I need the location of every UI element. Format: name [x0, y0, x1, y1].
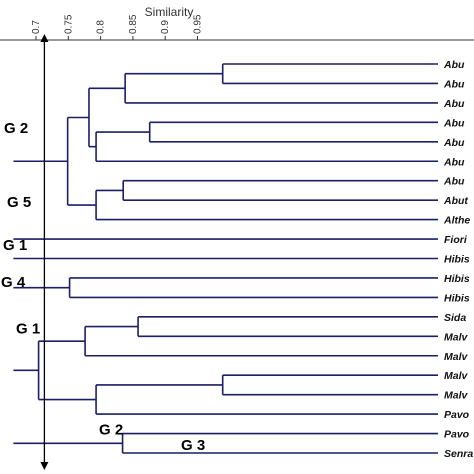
leaf-label: Malv — [444, 390, 469, 402]
cut-line — [40, 34, 49, 470]
leaf-label: Abu — [443, 59, 465, 71]
leaf-label: Abu — [443, 137, 465, 149]
cut-line-arrow-down — [40, 462, 49, 470]
leaf-label: Abu — [443, 117, 465, 129]
group-labels: G 2 G 5 G 1 G 4 G 1 G 2 G 3 — [1, 120, 205, 454]
leaf-label: Hibis — [444, 292, 470, 304]
leaf-label: Pavo — [444, 409, 470, 421]
x-tick-label: 0.75 — [63, 14, 74, 34]
x-axis: 0.7 0.75 0.8 0.85 0.9 0.95 — [0, 14, 474, 41]
group-label: G 5 — [7, 194, 31, 211]
leaf-label: Fiori — [444, 234, 468, 246]
leaf-label: Pavo — [444, 429, 470, 441]
group-label: G 1 — [3, 237, 27, 254]
x-tick-label: 0.8 — [96, 20, 107, 34]
x-tick-label: 0.9 — [160, 20, 171, 34]
leaf-label: Malv — [444, 351, 469, 363]
group-label: G 1 — [16, 321, 40, 338]
leaf-label: Senra — [444, 448, 473, 460]
leaf-label: Althe — [443, 215, 470, 227]
cut-line-arrow-up — [40, 34, 49, 42]
group-label: G 2 — [99, 422, 123, 439]
group-label: G 3 — [181, 437, 205, 454]
leaf-label: Sida — [444, 312, 466, 324]
leaf-label: Abu — [443, 176, 465, 188]
x-tick-label: 0.7 — [31, 20, 42, 34]
group-label: G 2 — [4, 120, 28, 137]
leaf-label: Abut — [443, 195, 468, 207]
leaf-label: Abu — [443, 98, 465, 110]
leaf-label: Abu — [443, 156, 465, 168]
leaf-label: Hibis — [444, 273, 470, 285]
x-tick-label: 0.85 — [128, 14, 139, 34]
leaf-label: Malv — [444, 331, 469, 343]
leaf-label: Malv — [444, 370, 469, 382]
dendrogram-branches — [13, 63, 438, 454]
leaf-label: Hibis — [444, 254, 470, 266]
leaf-labels: Abu Abu Abu Abu Abu Abu Abu Abut Althe Fiori Hibis… — [443, 59, 473, 460]
x-axis-title: Similarity — [145, 5, 194, 19]
group-label: G 4 — [1, 274, 26, 291]
x-tick-label: 0.95 — [193, 14, 204, 34]
leaf-label: Abu — [443, 78, 465, 90]
